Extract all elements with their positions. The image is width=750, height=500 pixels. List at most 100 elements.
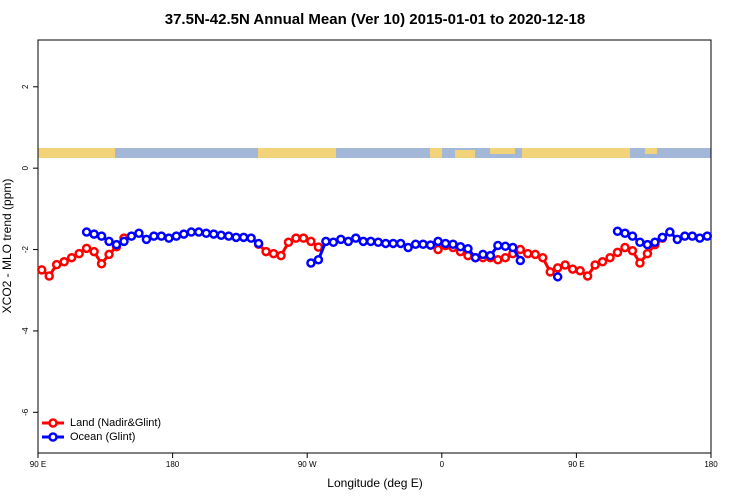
x-tick-label: 90 W — [298, 460, 317, 469]
point — [268, 248, 279, 259]
point — [336, 234, 346, 245]
point — [74, 248, 84, 259]
point — [455, 241, 466, 252]
point — [313, 254, 324, 265]
point — [635, 258, 645, 268]
point — [366, 236, 376, 247]
point — [351, 233, 361, 243]
point — [470, 252, 481, 263]
point — [283, 237, 294, 247]
point — [620, 228, 630, 239]
point — [642, 248, 653, 259]
x-tick-label: 90 E — [568, 460, 584, 469]
point — [463, 243, 473, 254]
point — [238, 232, 249, 243]
point — [538, 252, 548, 263]
point — [306, 258, 316, 268]
x-tick-label: 0 — [440, 460, 445, 469]
point — [500, 252, 511, 263]
legend-label: Ocean (Glint) — [70, 431, 135, 443]
point — [597, 257, 608, 267]
point — [231, 232, 241, 243]
point — [66, 252, 77, 263]
point — [194, 227, 204, 237]
point — [560, 260, 570, 270]
point — [373, 237, 383, 247]
x-tick-label: 90 E — [30, 460, 46, 469]
point — [612, 226, 623, 236]
point — [702, 231, 713, 241]
point — [515, 244, 526, 255]
y-tick-label: 0 — [21, 165, 30, 170]
map-land — [430, 148, 442, 158]
point — [298, 233, 309, 243]
x-tick-label: 180 — [704, 460, 718, 469]
point — [620, 242, 630, 253]
series — [81, 226, 713, 282]
map-land — [455, 150, 475, 158]
chart-title: 37.5N-42.5N Annual Mean (Ver 10) 2015-01… — [165, 11, 585, 28]
point — [627, 231, 638, 241]
point — [104, 249, 114, 260]
point — [81, 243, 92, 254]
point — [627, 246, 638, 256]
legend-marker — [48, 432, 58, 442]
point — [523, 248, 533, 259]
point — [104, 236, 114, 247]
map-ocean — [38, 148, 711, 158]
point — [687, 231, 698, 241]
point — [96, 231, 107, 241]
point — [612, 247, 623, 258]
point — [530, 249, 541, 260]
point — [149, 231, 159, 241]
point — [440, 238, 451, 249]
point — [388, 238, 398, 249]
x-axis-label: Longitude (deg E) — [327, 476, 422, 490]
point — [642, 239, 653, 250]
point — [478, 249, 488, 260]
point — [171, 231, 182, 241]
point — [493, 240, 503, 251]
point — [582, 271, 593, 281]
legend-label: Land (Nadir&Glint) — [70, 417, 161, 429]
point — [515, 255, 526, 266]
point — [395, 238, 406, 249]
plot-frame — [37, 39, 712, 454]
point — [111, 239, 122, 250]
y-tick-label: -4 — [21, 327, 30, 335]
point — [448, 239, 458, 250]
map-land — [522, 148, 630, 158]
legend-marker — [48, 418, 58, 428]
point — [433, 244, 443, 255]
point — [186, 227, 197, 237]
point — [36, 265, 47, 275]
point — [657, 232, 668, 243]
map-land — [645, 148, 657, 154]
point — [328, 237, 339, 247]
point — [358, 236, 369, 247]
point — [134, 228, 144, 239]
y-axis-label: XCO2 - MLO trend (ppm) — [0, 179, 14, 314]
point — [201, 228, 211, 239]
point — [552, 263, 563, 273]
x-tick-label: 180 — [166, 460, 180, 469]
point — [380, 238, 391, 249]
point — [418, 239, 428, 250]
point — [156, 231, 167, 241]
point — [650, 237, 660, 247]
point — [635, 237, 645, 247]
point — [425, 240, 436, 250]
point — [141, 234, 152, 245]
point — [410, 239, 421, 250]
point — [567, 264, 578, 274]
point — [672, 234, 683, 245]
point — [89, 246, 99, 257]
point — [552, 272, 563, 282]
y-tick-label: -6 — [21, 408, 30, 416]
point — [44, 271, 54, 281]
point — [343, 236, 354, 247]
map-land — [490, 148, 515, 154]
point — [223, 231, 234, 241]
